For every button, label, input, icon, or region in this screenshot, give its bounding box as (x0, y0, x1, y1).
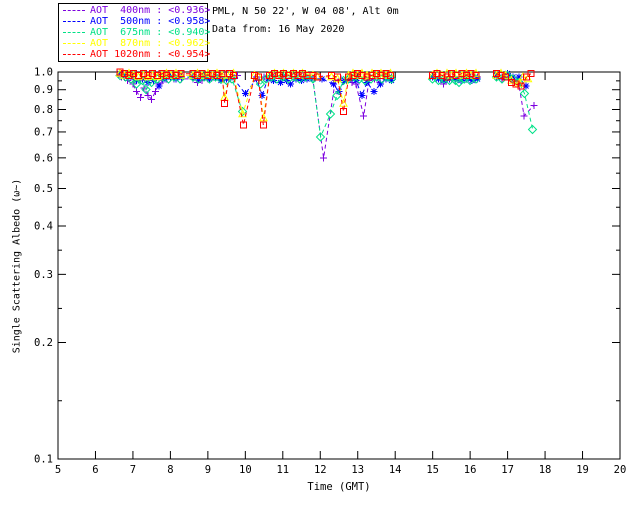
dashed-line-sample (63, 54, 85, 55)
legend-label: AOT 675nm : <0.940> (90, 26, 211, 38)
x-tick-label: 12 (314, 464, 327, 476)
y-axis-title: Single Scattering Albedo (ω~) (11, 178, 23, 354)
x-tick-label: 10 (239, 464, 252, 476)
legend-item-675nm: AOT 675nm : <0.940> (59, 26, 211, 38)
series-markers-aot-675nm (115, 70, 538, 142)
x-tick-label: 14 (389, 464, 402, 476)
series-markers-aot-1020nm (116, 68, 535, 129)
series-line-aot-400nm (256, 74, 392, 158)
series-line-aot-1020nm (119, 71, 391, 126)
x-tick-label: 16 (464, 464, 477, 476)
y-tick-label: 0.3 (34, 269, 53, 281)
legend-label: AOT 500nm : <0.958> (90, 15, 211, 27)
x-tick-label: 19 (576, 464, 589, 476)
legend-label: AOT 1020nm : <0.954> (90, 48, 211, 60)
x-tick-label: 7 (130, 464, 136, 476)
series-line-aot-675nm (259, 76, 392, 139)
series-line-aot-675nm (119, 74, 243, 112)
y-tick-label: 0.9 (34, 84, 53, 96)
series-line-aot-1020nm (496, 73, 532, 87)
dashed-line-sample (63, 32, 85, 33)
y-tick-label: 0.8 (34, 104, 53, 116)
y-tick-label: 0.1 (34, 454, 53, 466)
data-date: Data from: 16 May 2020 (212, 24, 345, 35)
legend-label: AOT 870nm : <0.962> (90, 37, 211, 49)
x-tick-label: 5 (55, 464, 61, 476)
x-axis-title: Time (GMT) (307, 481, 371, 493)
dashed-line-sample (63, 21, 85, 22)
y-tick-label: 0.7 (34, 126, 53, 138)
x-tick-label: 18 (539, 464, 552, 476)
legend-box: AOT 400nm : <0.936> AOT 500nm : <0.958> … (58, 3, 211, 62)
y-tick-label: 0.2 (34, 337, 53, 349)
series-line-aot-500nm (496, 73, 527, 87)
legend-label: AOT 400nm : <0.936> (90, 4, 211, 16)
legend-item-400nm: AOT 400nm : <0.936> (59, 4, 211, 16)
site-title: PML, N 50 22', W 04 08', Alt 0m (212, 6, 399, 17)
y-tick-label: 1.0 (34, 67, 53, 79)
dashed-line-sample (63, 10, 85, 11)
legend-item-1020nm: AOT 1020nm : <0.954> (59, 48, 211, 60)
legend-item-870nm: AOT 870nm : <0.962> (59, 37, 211, 49)
y-tick-label: 0.6 (34, 152, 53, 164)
x-tick-label: 9 (205, 464, 211, 476)
y-tick-label: 0.4 (34, 221, 53, 233)
dashed-line-sample (63, 43, 85, 44)
x-tick-label: 13 (351, 464, 364, 476)
series-line-aot-870nm (496, 73, 529, 85)
legend-item-500nm: AOT 500nm : <0.958> (59, 15, 211, 27)
x-tick-label: 15 (426, 464, 439, 476)
x-tick-label: 20 (614, 464, 627, 476)
series-line-aot-675nm (496, 74, 534, 130)
y-tick-label: 0.5 (34, 183, 53, 195)
x-tick-label: 17 (501, 464, 514, 476)
plot-frame (57, 71, 621, 460)
x-tick-label: 8 (167, 464, 173, 476)
x-tick-label: 6 (92, 464, 98, 476)
x-tick-label: 11 (276, 464, 289, 476)
series-line-aot-675nm (432, 78, 476, 83)
series-markers-aot-400nm (118, 72, 538, 162)
